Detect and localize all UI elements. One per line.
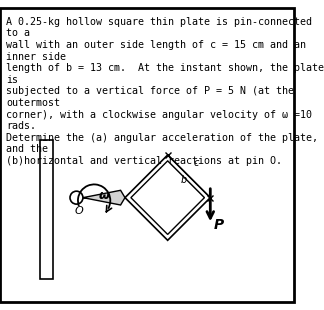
Text: ω: ω (98, 189, 110, 202)
Text: c: c (193, 158, 199, 168)
Text: O: O (75, 206, 84, 216)
Bar (40, 140, 53, 278)
Text: P: P (213, 218, 223, 232)
Circle shape (70, 191, 83, 204)
Text: A 0.25-kg hollow square thin plate is pin-connected to a
wall with an outer side: A 0.25-kg hollow square thin plate is pi… (6, 17, 324, 166)
Polygon shape (131, 161, 204, 234)
Text: b: b (180, 175, 187, 185)
Polygon shape (83, 190, 125, 205)
